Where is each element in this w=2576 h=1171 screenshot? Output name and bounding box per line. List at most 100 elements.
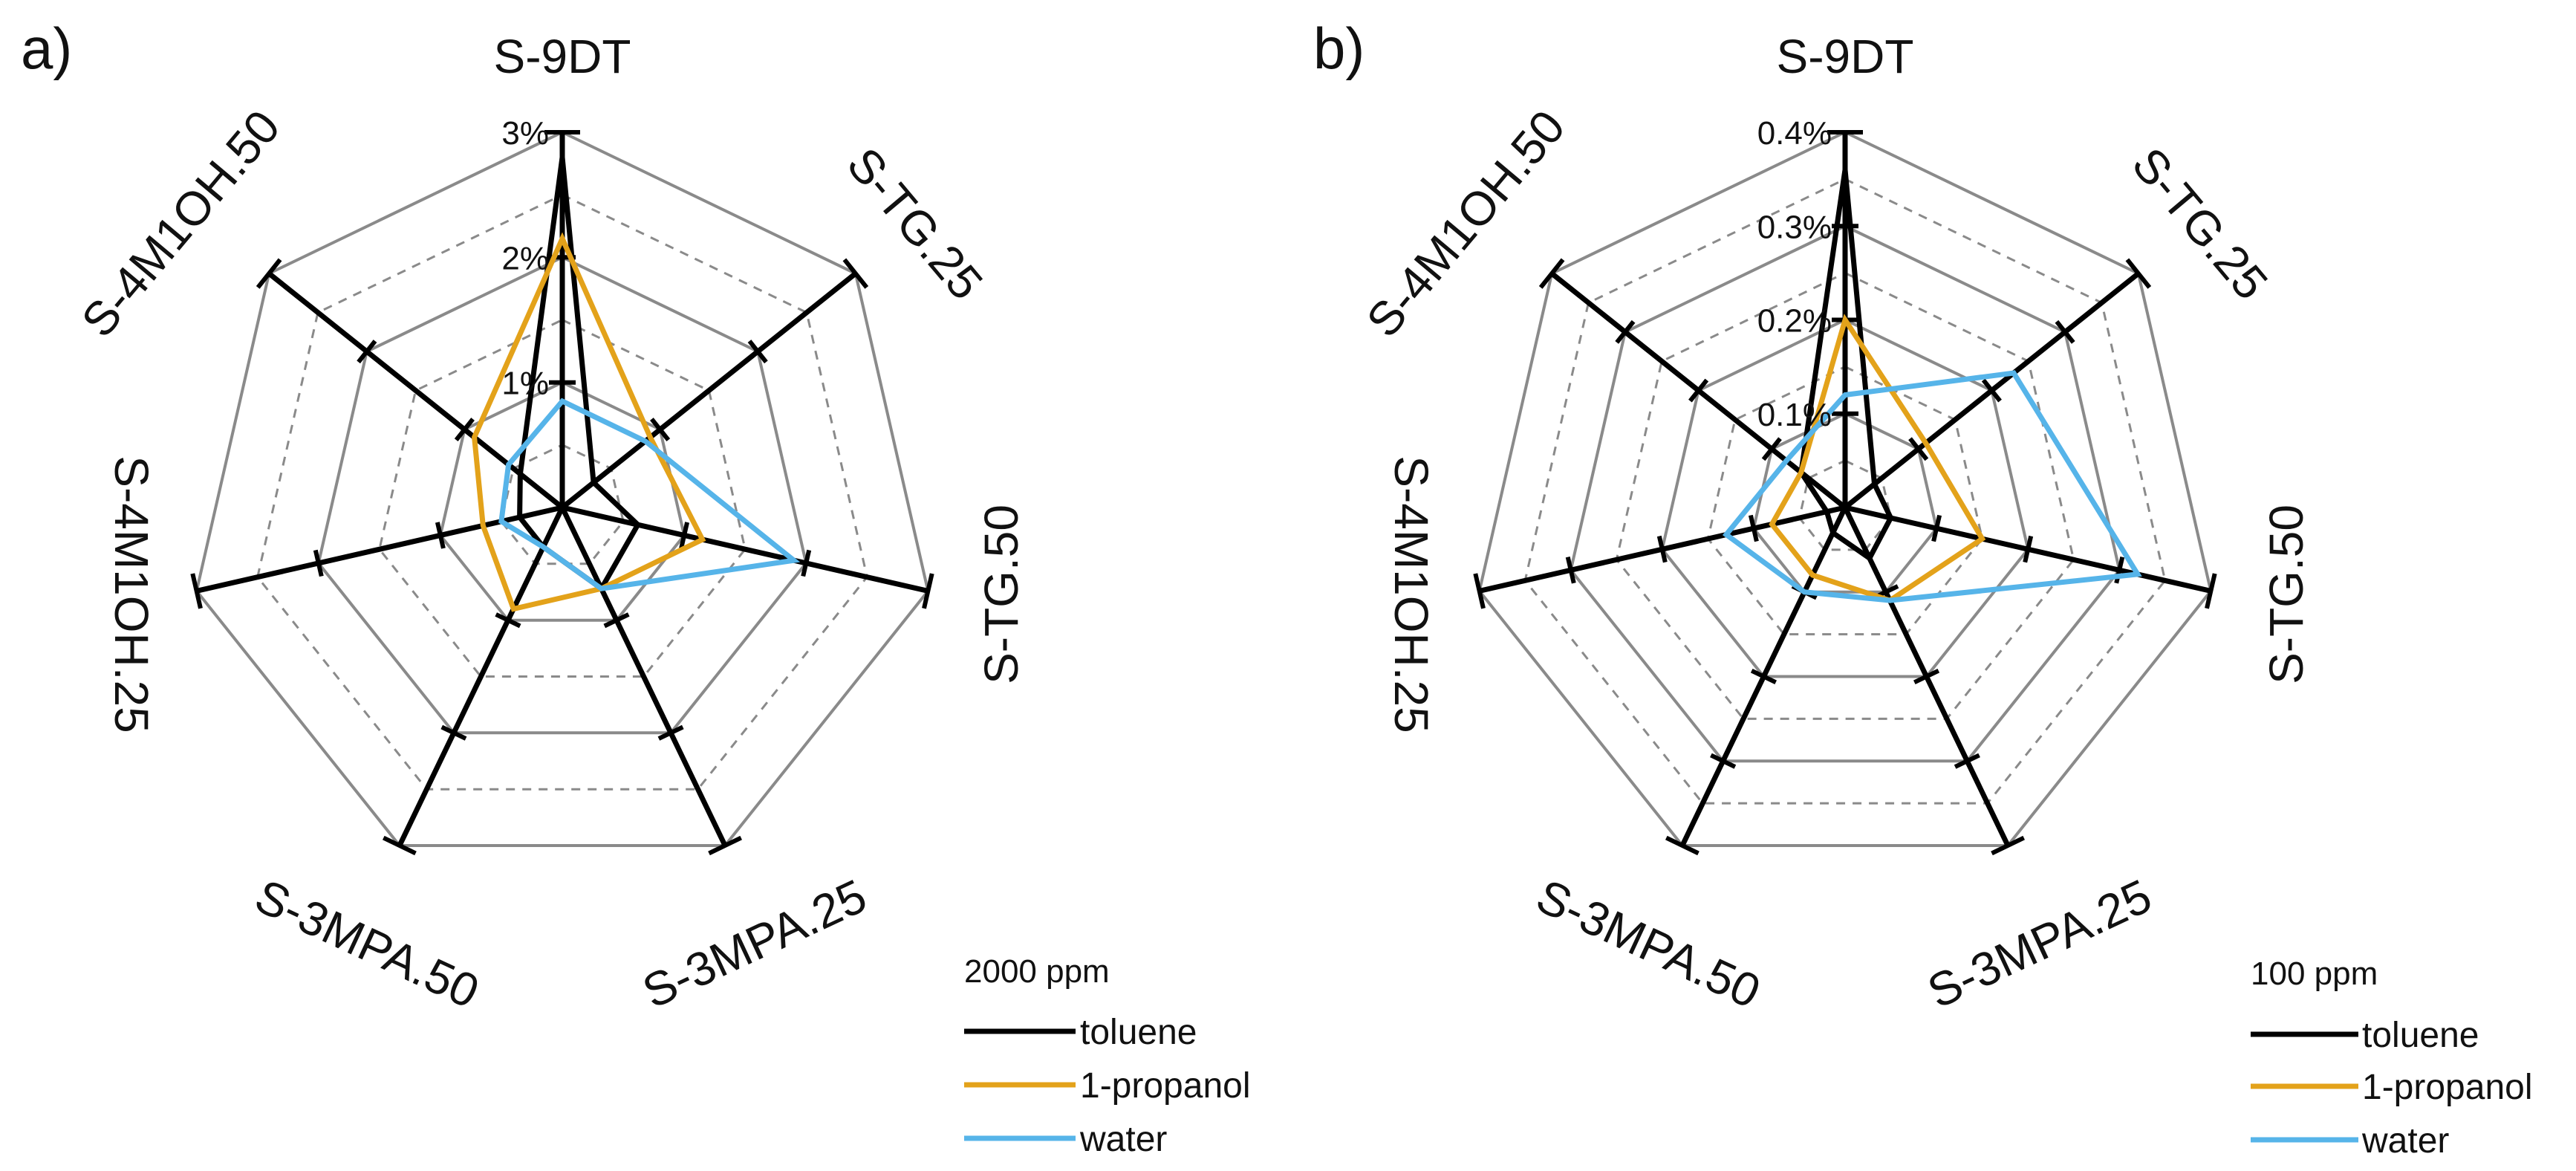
axis-tick-mark — [313, 549, 324, 577]
legend-label-1-propanol-a: 1-propanol — [1080, 1066, 1251, 1106]
tick-label-b-4: 0.4% — [1757, 115, 1832, 152]
legend-b: 100 ppm toluene 1-propanol water — [2251, 956, 2533, 1161]
axis-spoke-2 — [560, 271, 857, 510]
axis-spoke-4 — [559, 506, 728, 847]
grid-ring-8 — [1477, 130, 2213, 847]
axis-tick-mark — [1656, 535, 1668, 563]
series-toluene-b — [1798, 169, 1894, 562]
axis-tick-mark — [679, 522, 690, 549]
axis-tick-mark — [382, 835, 417, 856]
grid-ring-2 — [1752, 412, 1939, 594]
grid-ring-3 — [378, 318, 747, 678]
panel-label-b: b) — [1313, 16, 1365, 81]
series-water-b — [1722, 370, 2142, 603]
radar-axes-b — [1473, 130, 2217, 856]
axis-tick-mark — [454, 418, 475, 441]
tick-label-b-3: 0.3% — [1757, 209, 1832, 245]
axis-tick-mark — [922, 573, 934, 609]
grid-ring-5 — [1615, 271, 2075, 720]
radar-ticks-b: 0.1% 0.2% 0.3% 0.4% — [1757, 115, 1832, 433]
axis-spoke-3 — [562, 505, 929, 594]
axis-tick-mark — [1991, 835, 2026, 856]
tick-label-a-1: 1% — [501, 366, 549, 402]
radar-panel-b: b) 0.1%0.2%0.3%0.4% S-9DTS-TG.25S-TG.50S… — [1313, 16, 2533, 1161]
grid-ring-1 — [500, 444, 625, 565]
legend-title-b: 100 ppm — [2251, 956, 2378, 992]
axis-tick-mark — [2125, 258, 2152, 289]
tick-label-a-2: 2% — [501, 240, 549, 276]
legend-title-a: 2000 ppm — [964, 953, 1110, 990]
axis-tick-mark — [190, 573, 203, 609]
axis-tick-mark — [1665, 835, 1700, 856]
radar-axis-labels-a: S-9DT S-TG.25 S-TG.50 S-3MPA.25 S-3MPA.50 S-4… — [71, 30, 1028, 1019]
axis-tick-mark — [801, 549, 812, 577]
axis-label-s-tg-50-b: S-TG.50 — [2260, 505, 2313, 684]
series-water-a — [498, 398, 801, 591]
axis-tick-mark — [1565, 557, 1576, 584]
axis-label-s-9dt-a: S-9DT — [494, 30, 631, 83]
axis-tick-mark — [1931, 514, 1942, 542]
axis-tick-mark — [1908, 437, 1929, 461]
axis-label-s-tg-25-a: S-TG.25 — [837, 137, 994, 310]
panel-label-a: a) — [21, 16, 72, 81]
axis-label-s-4m1oh-25-a: S-4M1OH.25 — [105, 455, 158, 733]
axis-tick-mark — [1954, 753, 1980, 769]
axis-tick-mark — [2023, 535, 2034, 563]
grid-ring-4 — [1660, 318, 2030, 678]
axis-label-s-3mpa-50-a: S-3MPA.50 — [247, 869, 487, 1019]
axis-tick-mark — [1710, 753, 1737, 769]
tick-label-b-2: 0.2% — [1757, 303, 1832, 340]
axis-tick-mark — [1688, 378, 1709, 403]
grid-ring-2 — [438, 380, 686, 622]
axis-tick-mark — [440, 724, 467, 741]
axis-tick-mark — [2055, 319, 2075, 344]
axis-tick-mark — [1913, 668, 1940, 685]
legend-a: 2000 ppm toluene 1-propanol water — [964, 953, 1251, 1159]
radar-grid-a — [195, 130, 930, 847]
axis-tick-mark — [747, 340, 768, 364]
axis-tick-mark — [1538, 258, 1565, 289]
grid-ring-6 — [195, 130, 930, 847]
grid-ring-4 — [316, 256, 808, 735]
grid-ring-3 — [1706, 365, 1984, 636]
tick-label-a-3: 3% — [501, 115, 549, 152]
axis-label-s-3mpa-50-b: S-3MPA.50 — [1529, 869, 1769, 1019]
axis-label-s-3mpa-25-b: S-3MPA.25 — [1919, 869, 2159, 1019]
legend-label-water-a: water — [1079, 1120, 1167, 1159]
axis-tick-mark — [842, 258, 869, 289]
grid-ring-6 — [1569, 224, 2121, 763]
axis-tick-mark — [256, 258, 282, 289]
axis-tick-mark — [657, 724, 684, 741]
axis-label-s-9dt-b: S-9DT — [1777, 30, 1914, 83]
axis-label-s-tg-50-a: S-TG.50 — [975, 505, 1028, 684]
axis-tick-mark — [708, 835, 743, 856]
legend-label-toluene-a: toluene — [1080, 1013, 1197, 1052]
axis-spoke-6 — [195, 505, 563, 594]
grid-ring-7 — [1523, 178, 2167, 805]
legend-label-water-b: water — [2361, 1121, 2449, 1161]
radar-series-b — [1722, 169, 2142, 603]
axis-tick-mark — [1750, 668, 1777, 685]
legend-label-toluene-b: toluene — [2362, 1016, 2479, 1055]
radar-series-a — [472, 157, 801, 612]
series-1-propanol-b — [1769, 314, 1986, 603]
axis-tick-mark — [1761, 437, 1782, 461]
axis-tick-mark — [357, 340, 377, 364]
axis-label-s-4m1oh-25-b: S-4M1OH.25 — [1385, 455, 1438, 733]
axis-tick-mark — [2205, 573, 2217, 609]
axis-tick-mark — [1748, 514, 1759, 542]
axis-spoke-5 — [397, 506, 565, 847]
axis-tick-mark — [1981, 378, 2002, 403]
axis-tick-mark — [1473, 573, 1486, 609]
legend-label-1-propanol-b: 1-propanol — [2362, 1068, 2533, 1107]
axis-label-s-3mpa-25-a: S-3MPA.25 — [634, 869, 874, 1019]
tick-label-b-1: 0.1% — [1757, 397, 1832, 433]
axis-label-s-4m1oh-50-a: S-4M1OH.50 — [71, 100, 290, 347]
axis-tick-mark — [603, 612, 630, 629]
grid-ring-5 — [256, 193, 868, 791]
axis-spoke-7 — [267, 271, 565, 510]
axis-tick-mark — [435, 522, 446, 549]
axis-tick-mark — [650, 418, 671, 441]
radar-ticks-a: 1% 2% 3% — [501, 115, 549, 402]
